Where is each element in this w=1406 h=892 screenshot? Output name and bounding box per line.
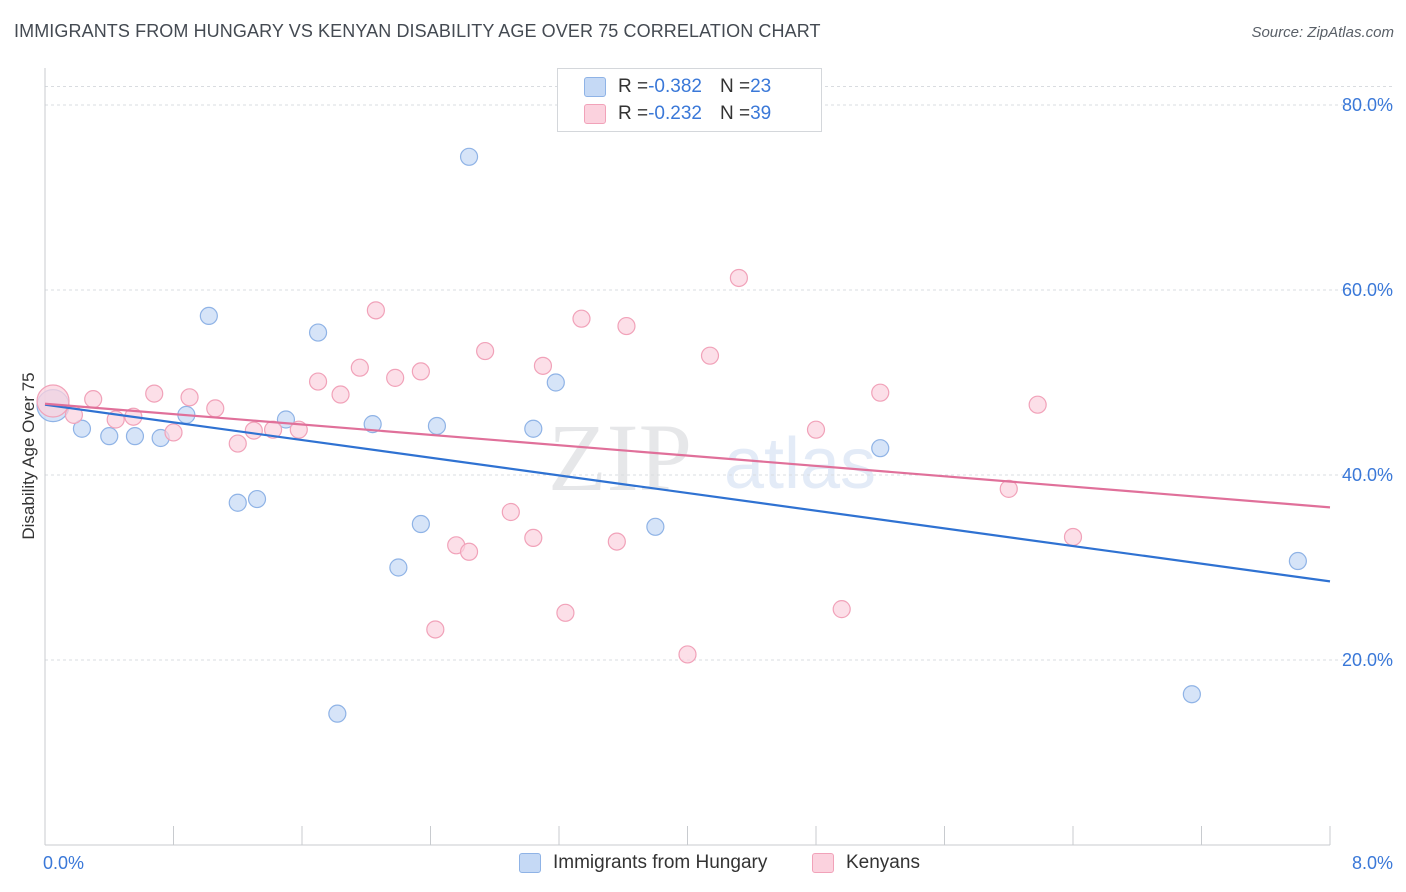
trend-lines	[44, 402, 1331, 583]
r-label: R =	[618, 103, 649, 124]
kenya-point	[617, 316, 636, 336]
kenya-point	[180, 388, 199, 407]
legend-item-hungary: Immigrants from Hungary	[519, 852, 767, 874]
hungary-point	[328, 704, 347, 723]
hungary-point	[871, 439, 890, 458]
chart-title: IMMIGRANTS FROM HUNGARY VS KENYAN DISABI…	[14, 21, 821, 41]
kenya-trend-line	[44, 402, 1331, 509]
kenya-point	[524, 528, 543, 548]
hungary-point	[100, 427, 119, 446]
hungary-swatch	[584, 77, 606, 97]
gridlines	[45, 86, 1393, 661]
kenya-point	[678, 645, 697, 664]
n-label: N =	[719, 76, 751, 97]
hungary-point	[546, 373, 565, 392]
hungary-point	[247, 489, 267, 509]
kenya-point	[145, 384, 164, 403]
axes	[44, 68, 1331, 846]
kenya-point	[572, 309, 591, 328]
series-legend: Immigrants from Hungary Kenyans	[0, 850, 1406, 880]
kenya-point	[459, 542, 479, 561]
kenya-point	[206, 399, 225, 418]
kenya-point	[331, 385, 350, 404]
kenya-point	[806, 420, 826, 439]
kenya-point	[308, 372, 328, 391]
correlation-legend: R = -0.382 N = 23 R = -0.232 N = 39	[557, 68, 822, 132]
kenya-point	[244, 421, 263, 440]
y-axis-label: Disability Age Over 75	[19, 372, 38, 539]
hungary-swatch	[519, 853, 541, 873]
kenya-point	[426, 620, 445, 639]
kenya-point	[164, 423, 183, 442]
tick-labels: 20.0% 40.0% 60.0% 80.0% 0.0% 8.0%	[43, 95, 1393, 873]
kenya-point	[700, 346, 720, 365]
r-value: -0.382	[648, 76, 702, 97]
kenya-point	[386, 368, 405, 387]
watermark-zip: ZIP	[548, 404, 692, 511]
kenya-point	[36, 384, 70, 418]
kenya-point	[533, 356, 553, 375]
kenya-point	[729, 268, 749, 288]
data-points	[36, 147, 1307, 723]
source-credit: Source: ZipAtlas.com	[1251, 24, 1394, 41]
r-label: R =	[618, 76, 649, 97]
watermark: ZIP atlas	[548, 404, 876, 511]
kenya-point	[228, 434, 247, 453]
kenya-point	[832, 600, 851, 619]
kenya-swatch	[584, 104, 606, 124]
n-value: 39	[750, 103, 772, 124]
hungary-point	[389, 558, 408, 577]
hungary-point	[1288, 551, 1307, 571]
kenya-point	[411, 362, 430, 381]
r-value: -0.232	[648, 103, 702, 124]
legend-item-kenya: Kenyans	[812, 852, 920, 874]
y-tick-label-3: 80.0%	[1342, 95, 1393, 115]
kenya-swatch	[812, 853, 834, 873]
legend-label-kenya: Kenyans	[846, 852, 920, 873]
hungary-point	[646, 517, 665, 536]
n-label: N =	[719, 103, 751, 124]
hungary-point	[427, 416, 447, 436]
hungary-point	[1182, 685, 1201, 704]
x-tick-label-0: 0.0%	[43, 853, 84, 873]
kenya-point	[871, 383, 890, 402]
kenya-point	[84, 390, 103, 409]
hungary-point	[459, 147, 479, 166]
kenya-point	[1063, 527, 1083, 547]
kenya-point	[350, 358, 369, 377]
hungary-point	[72, 419, 92, 438]
kenya-point	[607, 532, 626, 551]
hungary-point	[363, 415, 382, 434]
legend-row-hungary: R = -0.382 N = 23	[584, 74, 771, 100]
hungary-point	[199, 306, 218, 325]
legend-label-hungary: Immigrants from Hungary	[553, 852, 768, 873]
kenya-point	[476, 341, 495, 361]
hungary-point	[524, 419, 543, 438]
kenya-point	[1028, 395, 1047, 414]
hungary-point	[228, 493, 247, 512]
kenya-point	[501, 502, 520, 522]
y-tick-label-1: 40.0%	[1342, 465, 1393, 485]
n-value: 23	[750, 76, 772, 97]
hungary-point	[411, 514, 430, 534]
hungary-point	[308, 323, 328, 342]
kenya-point	[366, 301, 385, 320]
hungary-trend-line	[44, 403, 1331, 583]
hungary-point	[125, 427, 145, 446]
y-tick-label-2: 60.0%	[1342, 280, 1393, 300]
legend-row-kenya: R = -0.232 N = 39	[584, 101, 771, 127]
kenya-point	[556, 603, 575, 622]
y-tick-label-0: 20.0%	[1342, 650, 1393, 670]
x-tick-label-1: 8.0%	[1352, 853, 1393, 873]
